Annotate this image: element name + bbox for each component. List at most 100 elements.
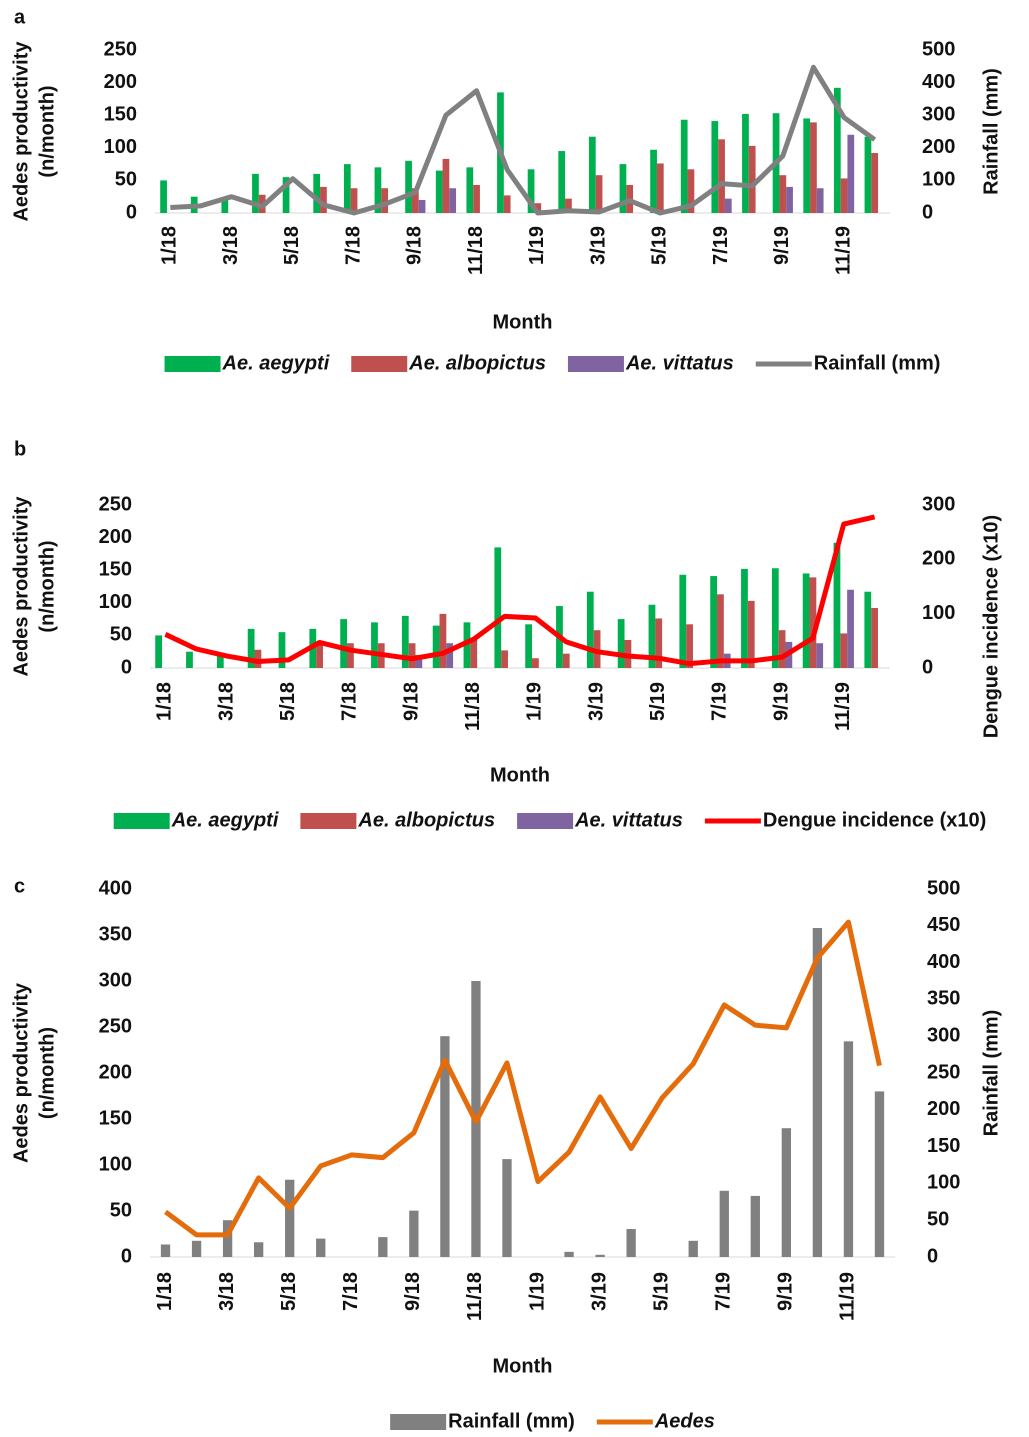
bar bbox=[320, 186, 327, 213]
bar bbox=[418, 199, 426, 213]
bar bbox=[686, 624, 693, 668]
bar bbox=[494, 547, 502, 668]
bar bbox=[562, 653, 570, 668]
x-axis-label: Month bbox=[490, 764, 550, 786]
bar bbox=[871, 608, 878, 668]
bar bbox=[648, 604, 656, 668]
bar bbox=[316, 1238, 326, 1257]
y-axis-label: (n/month) bbox=[36, 540, 58, 632]
bar bbox=[503, 195, 511, 213]
y2-tick-label: 500 bbox=[927, 877, 960, 899]
panel-label: b bbox=[14, 438, 26, 460]
bar bbox=[679, 574, 687, 668]
x-tick-label: 11/18 bbox=[465, 226, 487, 275]
y2-tick-label: 450 bbox=[927, 914, 960, 936]
bar bbox=[802, 573, 810, 668]
y-tick-label: 200 bbox=[99, 526, 132, 548]
bar bbox=[748, 145, 756, 213]
line bbox=[164, 919, 882, 1238]
bar bbox=[847, 134, 855, 213]
x-tick-label: 5/18 bbox=[281, 226, 303, 265]
bar bbox=[711, 121, 719, 213]
x-tick-label: 7/19 bbox=[713, 1272, 735, 1311]
x-tick-label: 3/19 bbox=[587, 226, 609, 265]
bar bbox=[741, 568, 748, 668]
y2-tick-label: 50 bbox=[927, 1208, 949, 1230]
y-tick-label: 0 bbox=[121, 1245, 132, 1267]
bar bbox=[595, 175, 603, 213]
y-tick-label: 350 bbox=[99, 923, 132, 945]
legend-label: Rainfall (mm) bbox=[448, 1410, 575, 1432]
x-tick-label: 9/18 bbox=[402, 1272, 424, 1311]
bar bbox=[719, 1190, 729, 1257]
x-tick-label: 9/19 bbox=[775, 1272, 797, 1311]
x-tick-label: 11/18 bbox=[464, 1272, 486, 1321]
y2-tick-label: 200 bbox=[922, 548, 955, 570]
x-tick-label: 5/19 bbox=[649, 226, 671, 265]
x-tick-label: 11/19 bbox=[832, 682, 854, 731]
legend-swatch bbox=[164, 356, 221, 372]
bar bbox=[222, 1220, 233, 1257]
bar bbox=[617, 619, 625, 668]
x-tick-label: 11/19 bbox=[832, 226, 854, 275]
bar bbox=[874, 1091, 885, 1257]
x-tick-label: 5/18 bbox=[277, 682, 299, 721]
y2-tick-label: 300 bbox=[927, 1024, 960, 1046]
bar bbox=[216, 653, 224, 668]
bar bbox=[313, 173, 321, 213]
legend-label: Ae. aegypti bbox=[171, 809, 279, 831]
x-tick-label: 1/19 bbox=[526, 1272, 548, 1311]
bar bbox=[747, 600, 755, 668]
bar bbox=[439, 613, 447, 668]
x-tick-label: 7/18 bbox=[339, 682, 361, 721]
bar bbox=[840, 633, 848, 668]
bar bbox=[626, 1229, 636, 1257]
y-axis-label: (n/month) bbox=[36, 85, 58, 177]
bar bbox=[809, 577, 817, 668]
bar bbox=[525, 624, 533, 668]
bar bbox=[378, 1237, 388, 1257]
bar bbox=[374, 167, 382, 213]
x-tick-label: 9/18 bbox=[400, 682, 422, 721]
x-tick-label: 1/18 bbox=[159, 226, 181, 265]
line bbox=[164, 514, 876, 667]
x-tick-label: 5/19 bbox=[650, 1272, 672, 1311]
bar bbox=[786, 186, 793, 213]
x-tick-label: 9/18 bbox=[404, 226, 426, 265]
bar bbox=[254, 649, 262, 668]
x-tick-label: 3/18 bbox=[215, 682, 237, 721]
y2-tick-label: 250 bbox=[927, 1061, 960, 1083]
y-tick-label: 100 bbox=[99, 1153, 132, 1175]
legend-swatch bbox=[113, 813, 170, 829]
y2-tick-label: 300 bbox=[922, 103, 955, 125]
bar bbox=[527, 169, 535, 213]
bar bbox=[724, 198, 732, 213]
x-tick-label: 1/19 bbox=[526, 226, 548, 265]
bar bbox=[440, 1036, 450, 1257]
bar bbox=[405, 160, 412, 213]
bar bbox=[586, 591, 594, 668]
bar bbox=[565, 198, 572, 213]
bar bbox=[871, 153, 879, 213]
bar bbox=[717, 594, 724, 668]
x-tick-label: 3/18 bbox=[216, 1272, 238, 1311]
x-axis-label: Month bbox=[493, 311, 553, 333]
y2-tick-label: 300 bbox=[922, 493, 955, 515]
bar bbox=[282, 177, 290, 213]
panel-label: c bbox=[14, 875, 25, 897]
bar bbox=[347, 643, 354, 668]
x-tick-label: 7/18 bbox=[342, 226, 364, 265]
y2-tick-label: 0 bbox=[927, 1245, 938, 1267]
y2-axis-label: Rainfall (mm) bbox=[980, 68, 1002, 195]
bar bbox=[864, 591, 872, 668]
legend-swatch bbox=[300, 813, 357, 829]
bar bbox=[435, 170, 443, 213]
y-tick-label: 100 bbox=[99, 591, 132, 613]
bar bbox=[155, 635, 163, 668]
x-tick-label: 7/19 bbox=[710, 226, 732, 265]
bar bbox=[409, 1210, 419, 1257]
y-tick-label: 200 bbox=[104, 71, 137, 93]
bar bbox=[750, 1195, 760, 1257]
bar bbox=[650, 149, 657, 213]
bar bbox=[810, 122, 817, 213]
